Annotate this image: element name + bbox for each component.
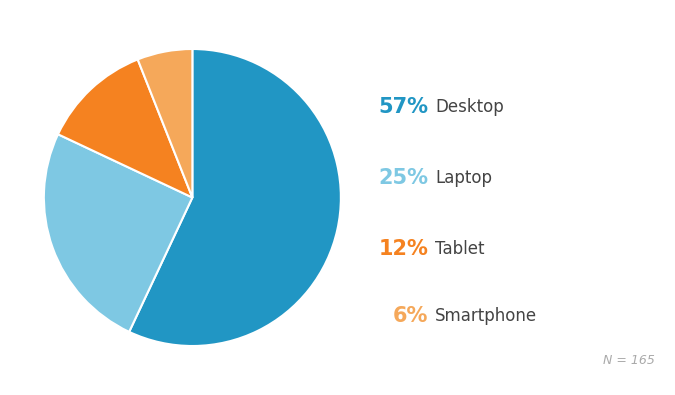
Text: Laptop: Laptop: [435, 169, 492, 187]
Text: N = 165: N = 165: [603, 354, 655, 367]
Text: 6%: 6%: [394, 306, 429, 326]
Text: Desktop: Desktop: [435, 98, 504, 116]
Text: Smartphone: Smartphone: [435, 307, 537, 325]
Wedge shape: [129, 49, 341, 346]
Wedge shape: [44, 134, 192, 332]
Wedge shape: [58, 59, 192, 198]
Text: 12%: 12%: [379, 239, 429, 259]
Wedge shape: [138, 49, 192, 198]
Text: 57%: 57%: [379, 97, 429, 117]
Text: 25%: 25%: [379, 168, 429, 188]
Text: Tablet: Tablet: [435, 240, 485, 258]
